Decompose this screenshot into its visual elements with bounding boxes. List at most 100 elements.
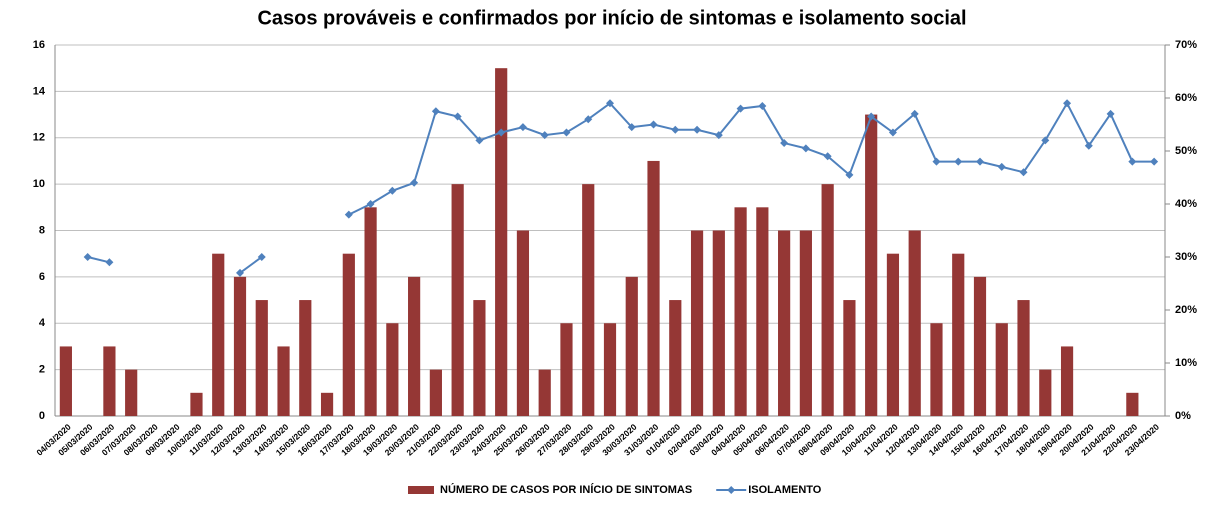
bar	[995, 323, 1008, 416]
marker	[976, 157, 984, 166]
bar	[299, 300, 312, 416]
marker	[410, 178, 419, 187]
y2-tick-label: 20%	[1175, 304, 1197, 316]
y2-tick-label: 30%	[1175, 251, 1197, 263]
marker	[997, 162, 1006, 171]
bar	[1060, 346, 1074, 416]
bar	[233, 276, 247, 416]
marker	[83, 253, 92, 261]
y2-tick-label: 10%	[1175, 357, 1197, 369]
marker	[649, 120, 658, 129]
bar	[756, 207, 769, 416]
marker	[801, 144, 810, 153]
marker	[954, 157, 963, 166]
marker	[540, 131, 549, 140]
bar	[799, 230, 812, 416]
marker	[562, 128, 571, 137]
y-tick-label: 12	[33, 132, 45, 144]
line	[348, 101, 1155, 216]
y-tick-label: 10	[33, 178, 45, 190]
y-tick-label: 14	[33, 85, 46, 97]
bar	[560, 323, 573, 416]
bar	[255, 300, 268, 416]
marker	[475, 136, 484, 145]
marker	[1106, 109, 1115, 118]
bar	[212, 253, 225, 416]
marker	[388, 186, 397, 195]
y-tick-label: 6	[39, 271, 45, 283]
bar	[603, 323, 617, 416]
bar	[429, 369, 442, 416]
marker	[1041, 136, 1050, 145]
bar	[669, 300, 682, 416]
bar	[952, 253, 965, 416]
y2-tick-label: 50%	[1175, 145, 1197, 157]
marker	[867, 112, 876, 121]
marker	[366, 200, 375, 208]
chart-title: Casos prováveis e confirmados por início…	[257, 7, 966, 29]
bar	[516, 230, 530, 416]
legend-swatch	[408, 486, 434, 494]
bar	[320, 392, 334, 416]
marker	[1150, 157, 1159, 166]
bar	[973, 276, 987, 416]
bar	[408, 276, 421, 416]
bar	[843, 300, 856, 416]
marker	[1084, 141, 1093, 150]
marker	[888, 128, 897, 137]
bar	[1017, 300, 1030, 416]
bar	[1039, 369, 1052, 416]
legend-label: ISOLAMENTO	[748, 484, 822, 496]
bar	[821, 184, 834, 416]
bar	[930, 323, 943, 416]
marker	[453, 112, 462, 121]
marker	[257, 253, 266, 261]
legend-swatch	[727, 486, 736, 494]
bar	[1126, 392, 1139, 416]
marker	[736, 104, 745, 113]
marker	[671, 125, 680, 134]
bar	[451, 184, 464, 416]
bar	[473, 300, 486, 416]
marker	[758, 101, 767, 110]
bar	[734, 207, 747, 416]
y-tick-label: 16	[33, 39, 45, 51]
bar	[277, 346, 290, 416]
marker	[845, 170, 854, 179]
bar	[865, 114, 878, 416]
marker	[823, 152, 832, 161]
bar	[386, 323, 399, 416]
y2-tick-label: 70%	[1175, 39, 1197, 51]
y-tick-label: 2	[39, 364, 45, 376]
marker	[105, 258, 114, 267]
bar	[342, 253, 355, 416]
marker	[497, 128, 506, 137]
marker	[344, 210, 353, 219]
bar	[59, 346, 72, 416]
y2-tick-label: 0%	[1175, 410, 1191, 422]
bar	[908, 230, 921, 416]
line	[239, 256, 263, 274]
marker	[627, 123, 636, 132]
bar	[625, 276, 638, 416]
marker	[1128, 157, 1137, 166]
bar	[103, 346, 116, 416]
marker	[518, 123, 527, 132]
marker	[932, 157, 941, 166]
marker	[910, 109, 919, 118]
bar	[125, 369, 138, 416]
bar	[690, 230, 704, 416]
bar	[582, 184, 595, 416]
y-tick-label: 0	[39, 410, 45, 422]
bar	[538, 369, 551, 416]
marker	[780, 139, 789, 148]
bar	[778, 230, 791, 416]
legend-label: NÚMERO DE CASOS POR INÍCIO DE SINTOMAS	[440, 483, 692, 496]
y-tick-label: 8	[39, 224, 45, 236]
line	[87, 256, 110, 264]
bar	[190, 392, 203, 416]
bar	[886, 253, 900, 416]
marker	[431, 107, 440, 116]
marker	[714, 131, 723, 140]
